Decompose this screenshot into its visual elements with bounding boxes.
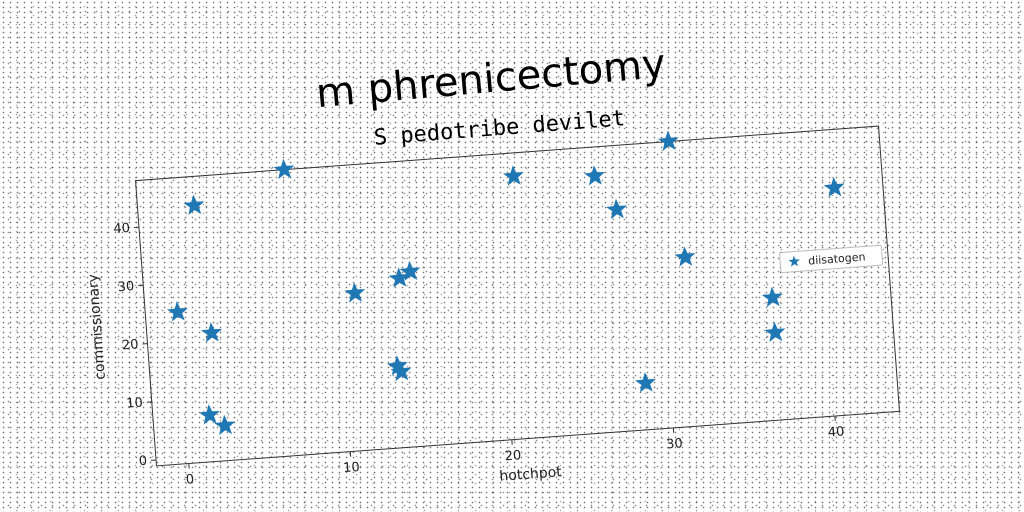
data-point-star (606, 198, 627, 220)
data-point-star (761, 286, 783, 308)
legend: diisatogen (779, 244, 884, 273)
data-point-star (823, 176, 845, 198)
data-point-star (183, 194, 205, 215)
data-point-star (502, 165, 524, 186)
axis-ticks: 0 10 20 30 40 0 10 20 30 40 (113, 221, 845, 488)
y-tick-label: 30 (117, 279, 135, 295)
data-point-star (200, 322, 222, 343)
data-point-star (399, 260, 421, 282)
data-point-star (273, 158, 295, 180)
y-tick-label: 20 (122, 337, 140, 353)
y-tick-label: 10 (126, 396, 144, 412)
data-point-star (674, 246, 696, 267)
x-tick-label: 10 (343, 460, 361, 476)
x-axis-label: hotchpot (499, 464, 563, 485)
data-point-star (635, 372, 656, 393)
data-point-star (584, 165, 605, 186)
data-point-star (657, 130, 679, 151)
data-point-star (344, 282, 366, 303)
data-point-star (390, 360, 412, 382)
chart-subtitle: S pedotribe devilet (373, 106, 626, 151)
y-tick-label: 40 (113, 221, 131, 237)
legend-marker-star (788, 255, 800, 267)
chart-title: m phrenicectomy (314, 41, 667, 117)
data-point-star (166, 301, 188, 322)
x-tick-label: 0 (185, 472, 194, 488)
x-tick-label: 30 (666, 436, 684, 452)
data-point-star (388, 267, 410, 288)
data-point-star (214, 414, 236, 436)
y-axis-label: commissionary (85, 273, 109, 380)
y-tick-label: 0 (138, 454, 147, 470)
plot-area: 0 10 20 30 40 0 10 20 30 40 hotchpot commissionar… (85, 125, 901, 488)
x-tick-label: 20 (504, 448, 522, 464)
plot-frame (134, 125, 901, 467)
data-point-star (198, 404, 220, 425)
data-point-star (764, 321, 786, 342)
legend-box (779, 244, 884, 273)
legend-label: diisatogen (808, 250, 866, 267)
data-points (166, 130, 845, 436)
x-tick-label: 40 (827, 424, 845, 440)
